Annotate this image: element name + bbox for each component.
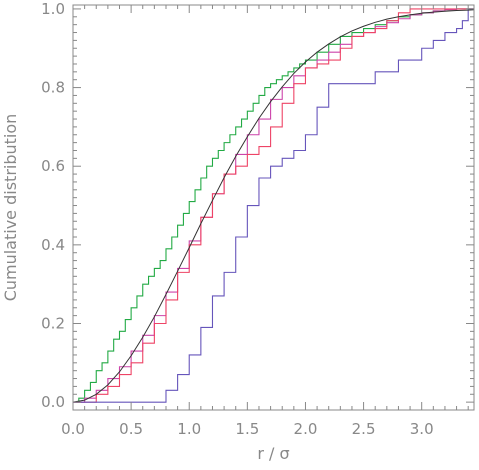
y-tick-label: 0.4 [41, 236, 65, 254]
x-axis-label: r / σ [257, 444, 289, 463]
series-line-2 [73, 8, 474, 403]
x-axis-ticks: 0.0 0.5 1.0 1.5 2.0 2.5 3.0 [61, 5, 469, 438]
series-line-3 [73, 8, 474, 403]
y-tick-label: 0.6 [41, 157, 65, 175]
y-tick-label: 0.2 [41, 314, 65, 332]
x-tick-label: 0.5 [119, 420, 143, 438]
y-axis-label: Cumulative distribution [1, 114, 20, 302]
plot-frame [72, 4, 475, 411]
x-tick-label: 2.5 [352, 420, 376, 438]
y-tick-label: 0.8 [41, 79, 65, 97]
y-axis-ticks: 0.0 0.2 0.4 0.6 0.8 1.0 [41, 0, 474, 411]
x-tick-label: 1.0 [177, 420, 201, 438]
series-layer [72, 8, 475, 403]
x-tick-label: 2.0 [294, 420, 318, 438]
x-tick-label: 0.0 [61, 420, 85, 438]
series-line-4 [72, 9, 475, 403]
x-tick-label: 1.5 [235, 420, 259, 438]
y-tick-label: 0.0 [41, 393, 65, 411]
y-tick-label: 1.0 [41, 0, 65, 18]
x-tick-label: 3.0 [410, 420, 434, 438]
series-line-0 [73, 8, 474, 403]
